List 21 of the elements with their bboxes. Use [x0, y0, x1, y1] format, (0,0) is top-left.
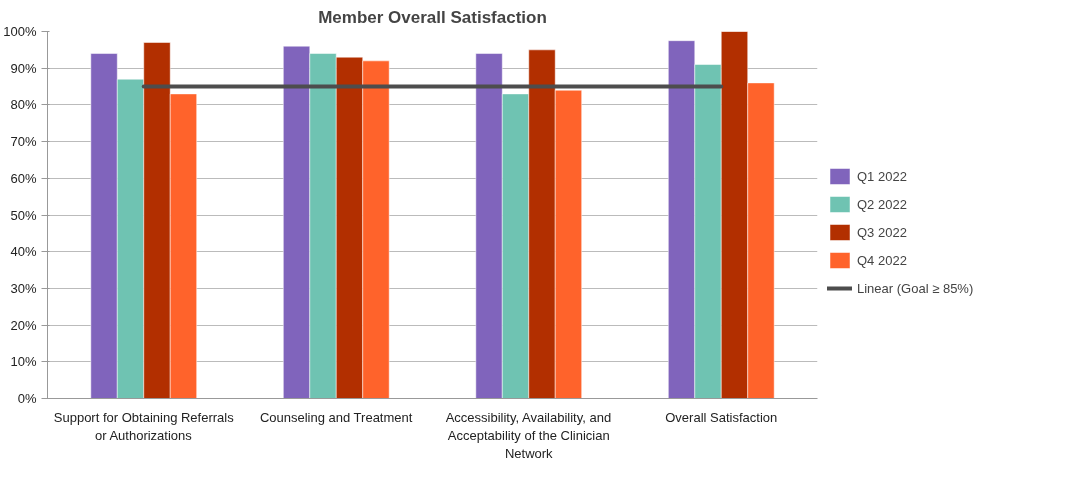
y-tick-label: 50% — [10, 207, 37, 223]
y-tick-label: 60% — [10, 170, 37, 186]
y-tick-label: 70% — [10, 134, 37, 150]
chart-title: Member Overall Satisfaction — [318, 7, 547, 27]
y-tick-label: 100% — [3, 24, 37, 39]
x-tick-label: Support for Obtaining Referrals or Authorizations — [53, 409, 235, 443]
legend-label: Q3 2022 — [857, 224, 907, 240]
x-tick-label: Overall Satisfaction — [665, 409, 778, 425]
legend-label: Linear (Goal ≥ 85%) — [857, 280, 974, 296]
y-tick-label: 90% — [10, 60, 37, 76]
legend-label: Q2 2022 — [857, 196, 907, 212]
y-tick-label: 10% — [10, 354, 37, 370]
y-tick-label: 80% — [10, 97, 37, 113]
x-tick-label: Accessibility, Availability, and Acceptability of the Clinician Network — [445, 409, 612, 461]
legend-label: Q4 2022 — [857, 252, 907, 268]
y-tick-label: 40% — [10, 244, 37, 260]
legend-label: Q1 2022 — [857, 168, 907, 184]
x-tick-label: Counseling and Treatment — [259, 409, 413, 425]
y-tick-label: 30% — [10, 280, 37, 296]
y-tick-label: 20% — [10, 317, 37, 333]
y-tick-label: 0% — [17, 391, 37, 406]
